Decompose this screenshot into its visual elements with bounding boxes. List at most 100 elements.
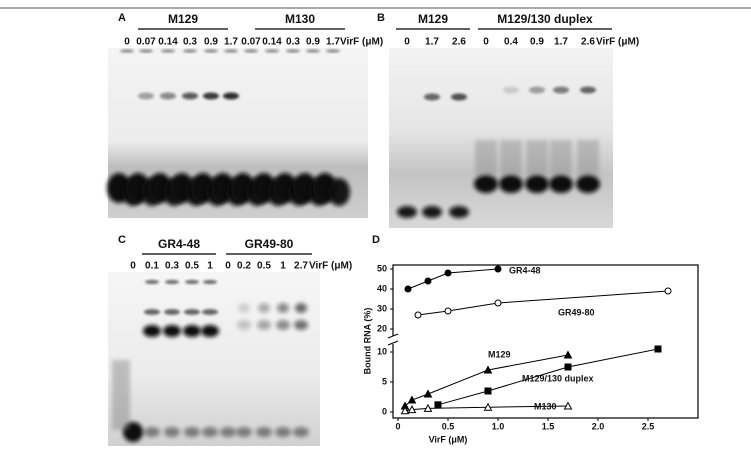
gel-band xyxy=(275,427,291,437)
unit-label: VirF (μM) xyxy=(340,37,383,48)
gel-band xyxy=(306,49,320,53)
lane-label: 0.9 xyxy=(306,37,320,48)
gel-c xyxy=(108,272,320,446)
gel-band xyxy=(576,175,600,193)
gel-band xyxy=(182,92,198,100)
axis-break xyxy=(387,340,399,346)
lane-label: 0 xyxy=(225,261,231,272)
gel-band xyxy=(165,280,179,284)
gel-band xyxy=(422,206,442,218)
gel-band xyxy=(294,320,308,330)
gel-band xyxy=(449,206,469,218)
lane-label: 0 xyxy=(124,37,130,48)
data-point xyxy=(494,299,502,307)
lane-label: 0 xyxy=(483,37,489,48)
lane-label: 1.7 xyxy=(554,37,568,48)
gel-b xyxy=(389,48,613,228)
gel-band xyxy=(293,427,309,437)
gel-band xyxy=(202,427,218,437)
series-label: M129/130 duplex xyxy=(522,373,594,383)
gel-band xyxy=(184,427,200,437)
data-point xyxy=(494,265,502,273)
series-line xyxy=(417,290,669,316)
data-point xyxy=(444,307,452,315)
gel-band xyxy=(424,93,440,101)
y-tick-label: 30 xyxy=(377,303,387,313)
gel-band xyxy=(224,49,238,53)
data-point xyxy=(563,350,573,359)
lane-label: 0.3 xyxy=(165,261,179,272)
y-tick-label: 5 xyxy=(382,376,387,386)
x-tick-label: 2.5 xyxy=(642,421,655,431)
lane-label: 0.9 xyxy=(530,37,544,48)
panel-label: C xyxy=(118,234,126,246)
gel-band xyxy=(277,303,289,313)
gel-band xyxy=(203,280,217,284)
data-point xyxy=(434,401,442,409)
data-point xyxy=(423,389,433,398)
gel-band xyxy=(553,86,569,94)
group-label: M129 xyxy=(168,12,198,26)
gel-band xyxy=(236,427,252,437)
series-line xyxy=(437,348,659,406)
gel-smear xyxy=(475,140,497,175)
gel-band xyxy=(549,175,573,193)
lane-label: 0.9 xyxy=(204,37,218,48)
gel-band xyxy=(474,175,498,193)
gel-band xyxy=(164,427,180,437)
lane-label: 0.14 xyxy=(262,37,282,48)
lane-label: 0.2 xyxy=(237,261,251,272)
group-label: M129/130 duplex xyxy=(497,12,593,26)
group-label: GR49-80 xyxy=(245,237,294,251)
lane-label: 1.7 xyxy=(224,37,238,48)
gel-band xyxy=(276,320,290,330)
panel-label: D xyxy=(372,234,380,246)
series-label: GR49-80 xyxy=(558,307,595,317)
gel-band xyxy=(256,427,272,437)
unit-label: VirF (μM) xyxy=(596,37,639,48)
gel-band xyxy=(220,427,236,437)
x-axis-label: VirF (μM) xyxy=(429,434,468,444)
gel-smear xyxy=(112,360,130,430)
gel-band xyxy=(183,325,201,337)
unit-label: VirF (μM) xyxy=(309,261,352,272)
x-tick-label: 0.5 xyxy=(442,421,455,431)
group-label: M130 xyxy=(285,12,315,26)
gel-band xyxy=(286,49,300,53)
gel-band xyxy=(203,92,219,100)
gel-band xyxy=(185,280,199,284)
lane-label: 1.7 xyxy=(326,37,340,48)
data-point xyxy=(414,311,422,319)
gel-smear xyxy=(500,140,522,175)
group-label: GR4-48 xyxy=(158,237,200,251)
gel-band xyxy=(328,178,350,206)
gel-band xyxy=(525,175,549,193)
y-axis-label: Bound RNA (%) xyxy=(362,308,372,375)
gel-band xyxy=(202,309,218,315)
panel-label: B xyxy=(377,12,385,24)
gel-band xyxy=(164,309,180,315)
gel-band xyxy=(237,320,251,330)
series-line xyxy=(407,268,499,290)
data-point xyxy=(563,401,573,410)
series-label: GR4-48 xyxy=(509,265,541,275)
gel-band xyxy=(145,280,159,284)
lane-label: 2.6 xyxy=(581,37,595,48)
panel-label: A xyxy=(118,12,126,24)
data-point xyxy=(444,269,452,277)
gel-band xyxy=(160,92,176,100)
x-tick-label: 2.0 xyxy=(592,421,605,431)
lane-label: 0.07 xyxy=(241,37,261,48)
data-point xyxy=(484,387,492,395)
gel-band xyxy=(265,49,279,53)
lane-label: 0.3 xyxy=(183,37,197,48)
gel-band xyxy=(144,309,160,315)
gel-band xyxy=(184,309,200,315)
data-point xyxy=(400,406,410,415)
axis-break xyxy=(387,333,399,339)
gel-band xyxy=(143,325,161,337)
gel-smear xyxy=(550,140,572,175)
gel-band xyxy=(204,49,218,53)
y-tick-label: 50 xyxy=(377,263,387,273)
